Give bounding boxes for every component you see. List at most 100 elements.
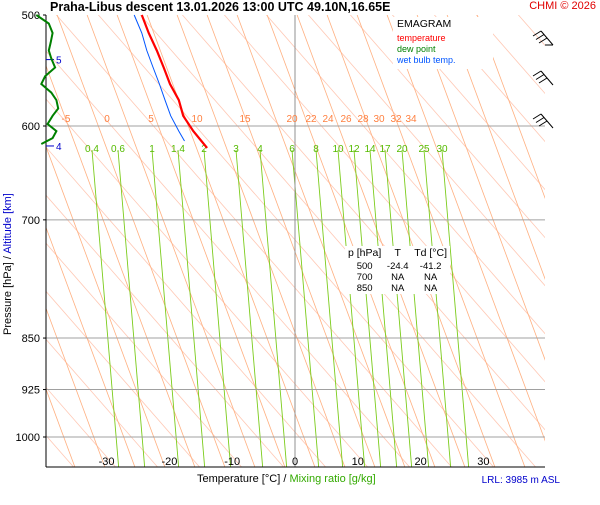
moist-adiabat-label: 20 [286,114,298,125]
moist-adiabat [46,226,136,467]
table-cell: 500 [356,261,373,272]
moist-adiabat [86,15,256,467]
series-dew-point-line [35,14,60,145]
altitude-tick-label: 5 [56,56,62,67]
dry-adiabat [181,15,545,431]
moist-adiabat [416,15,545,361]
moist-adiabat-label: 28 [357,114,369,125]
mixing-ratio-label: 8 [313,144,319,155]
mixing-ratio-line [151,149,180,467]
wind-barb-flag [538,77,548,84]
moist-adiabat-label: 24 [322,114,334,125]
altitude-tick-label: 4 [56,142,62,153]
table-header-row: p [hPa] T Td [°C] [345,246,450,261]
mixing-ratio-line [384,149,413,467]
mixing-ratio-label: 0.6 [111,144,125,155]
mixing-ratio-line [235,149,264,467]
wind-barb-flag [532,70,542,77]
mixing-ratio-line [259,149,288,467]
mixing-ratio-line [423,149,452,467]
x-tick-label: -20 [161,456,177,468]
table-cell: -41.2 [419,261,442,272]
mixing-ratio-label: 2 [201,144,207,155]
moist-adiabat-label: -5 [62,114,71,125]
x-axis-title-separator: / [283,473,287,485]
moist-adiabat-label: 22 [305,114,317,125]
x-tick-label: 30 [477,456,489,468]
mixing-ratio-line [401,149,430,467]
mixing-ratio-label: 10 [332,144,344,155]
wind-barb-flag [538,120,548,127]
dry-adiabat [97,15,495,467]
mixing-ratio-line [91,149,120,467]
moist-adiabat-label: 34 [405,114,417,125]
moist-adiabat [46,388,76,467]
dry-adiabat [46,338,159,467]
dry-adiabat [46,98,369,467]
moist-adiabat-label: 0 [104,114,110,125]
mixing-ratio-label: 25 [418,144,430,155]
mixing-ratio-label: 20 [396,144,408,155]
x-tick-label: 0 [292,456,298,468]
dry-adiabat [265,15,545,335]
mixing-ratio-label: 1 [149,144,155,155]
wind-barb [532,70,554,86]
table-cell: 700 [356,272,373,283]
dry-adiabat [307,15,545,287]
dry-adiabat [349,15,545,239]
lrl-label: LRL: 3985 m ASL [481,475,560,486]
wind-barb-flag [532,113,542,120]
table-row: 500 -24.4 -41.2 [345,261,450,272]
y-axis-title-separator: / [2,256,14,260]
y-tick-label: 850 [22,333,40,345]
mixing-ratio-label: 3 [233,144,239,155]
moist-adiabat [296,15,466,467]
moist-adiabat [326,15,496,467]
dry-adiabat [46,242,243,467]
wind-barb-flag [532,30,542,37]
legend: EMAGRAM temperature dew point wet bulb t… [393,17,493,69]
moist-adiabat [56,15,226,467]
y-axis-title-altitude: Altitude [km] [2,193,14,254]
series-temperature-line [140,14,208,149]
mixing-ratio-label: 6 [289,144,295,155]
mixing-ratio-label: 12 [348,144,360,155]
y-tick-label: 600 [22,121,40,133]
wind-barb [532,113,554,129]
moist-adiabat [266,15,436,467]
table-cell: NA [424,272,438,283]
y-axis-title-pressure: Pressure [hPa] [2,262,14,335]
legend-item-wet-bulb: wet bulb temp. [397,55,456,65]
x-axis-title-mixing-ratio: Mixing ratio [g/kg] [289,473,376,485]
table-cell: -24.4 [386,261,409,272]
mixing-ratio-label: 14 [364,144,376,155]
table-cell: 850 [356,283,373,294]
dry-adiabat [46,146,327,467]
x-axis-title-temperature: Temperature [°C] [197,473,281,485]
series-wet-bulb-temp-line [133,14,185,142]
moist-adiabat [446,15,545,280]
mixing-ratio-line [353,149,382,467]
dry-adiabat [475,15,545,95]
table-header-temperature: T [394,247,401,259]
mixing-ratio-line [203,149,232,467]
sounding-values-table: p [hPa] T Td [°C] 500 -24.4 -41.2 700 NA… [345,246,450,294]
moist-adiabat [476,15,545,200]
chart-title: Praha-Libus descent 13.01.2026 13:00 UTC… [50,0,391,14]
moist-adiabat-label: 15 [239,114,251,125]
y-tick-label: 1000 [16,432,40,444]
moist-adiabat [116,15,286,467]
legend-title: EMAGRAM [397,18,452,30]
dry-adiabat [46,290,201,467]
dry-adiabat [46,194,285,467]
table-header-dewpoint: Td [°C] [414,247,448,259]
mixing-ratio-line [177,149,206,467]
table-header-pressure: p [hPa] [347,247,382,259]
table-cell: NA [424,283,438,294]
moist-adiabat [386,15,545,442]
table-cell: NA [391,272,405,283]
moist-adiabat-label: 10 [191,114,203,125]
